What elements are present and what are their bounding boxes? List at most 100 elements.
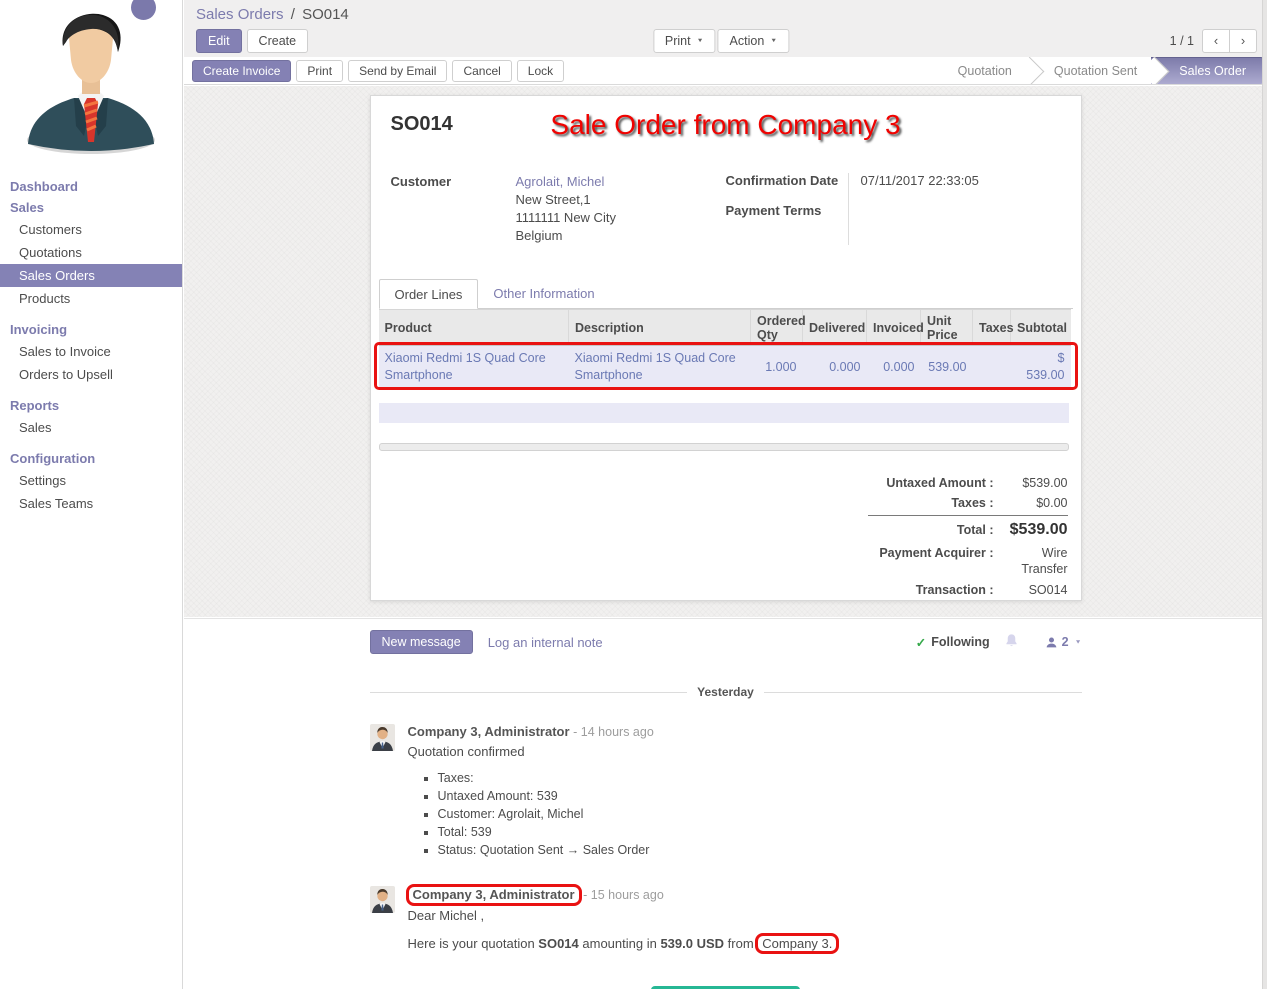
send-by-email-button[interactable]: Send by Email (348, 59, 448, 82)
print-menu-label: Print (664, 33, 691, 48)
chatter-message: Company 3, Administrator - 15 hours ago … (369, 884, 1082, 954)
customer-address-line: Belgium (515, 228, 563, 243)
tracking-item: Status: Quotation Sent → Sales Order (438, 843, 1082, 857)
print-button[interactable]: Print (296, 59, 344, 82)
sidebar-item-sales-to-invoice[interactable]: Sales to Invoice (19, 344, 111, 359)
payment-acquirer-label: Payment Acquirer : (879, 546, 994, 560)
message-body: Quotation confirmed (407, 744, 525, 759)
cell-delivered: 0.000 (802, 345, 867, 388)
sidebar-item-reports[interactable]: Reports (10, 398, 60, 413)
sale-order-sheet: SO014 Sale Order from Company 3 Customer… (369, 95, 1082, 601)
notebook-tabs: Order Lines Other Information (378, 279, 1073, 309)
sidebar-item-reports-sales[interactable]: Sales (19, 420, 52, 435)
stage-quotation-sent[interactable]: Quotation Sent (1030, 57, 1155, 84)
column-header-delivered[interactable]: Delivered (802, 309, 867, 346)
sidebar-item-sales-teams[interactable]: Sales Teams (19, 496, 94, 511)
cell-product[interactable]: Xiaomi Redmi 1S Quad Core Smartphone (378, 345, 569, 388)
column-header-unit-price[interactable]: Unit Price (920, 309, 973, 346)
horizontal-scrollbar[interactable] (378, 443, 1069, 451)
tab-other-information[interactable]: Other Information (493, 286, 595, 301)
transaction-value-link[interactable]: SO014 (1028, 583, 1068, 597)
pager-next-button[interactable]: › (1229, 28, 1257, 53)
chatter-toolbar: New message Log an internal note ✓ Follo… (369, 630, 1082, 654)
column-header-subtotal[interactable]: Subtotal (1010, 309, 1071, 346)
payment-terms-label: Payment Terms (725, 203, 822, 218)
action-menu-label: Action (729, 33, 765, 48)
sidebar-item-invoicing[interactable]: Invoicing (10, 322, 68, 337)
message-body: Here is your quotation SO014 amounting i… (407, 933, 1082, 954)
chatter-message: Company 3, Administrator - 14 hours ago … (369, 724, 1082, 861)
caret-down-icon: ▼ (696, 37, 704, 43)
following-toggle[interactable]: Following (931, 635, 990, 649)
message-greeting: Dear Michel , (407, 908, 485, 923)
sidebar-item-sales[interactable]: Sales (10, 200, 44, 215)
column-header-taxes[interactable]: Taxes (972, 309, 1014, 346)
action-menus: Print ▼ Action ▼ (652, 28, 790, 53)
create-button[interactable]: Create (246, 28, 309, 53)
status-pipeline: Quotation Quotation Sent Sales Order (934, 57, 1267, 84)
lock-button[interactable]: Lock (516, 59, 565, 82)
customer-name-link[interactable]: Agrolait, Michel (515, 174, 605, 189)
new-message-button[interactable]: New message (369, 630, 473, 654)
sidebar-menu: Dashboard Sales Customers Quotations Sal… (0, 176, 182, 515)
main-area: Sales Orders / SO014 Edit Create Print ▼… (184, 0, 1267, 989)
cell-invoiced: 0.000 (866, 345, 921, 388)
sidebar-item-quotations[interactable]: Quotations (19, 245, 82, 260)
tracking-item: Customer: Agrolait, Michel (438, 807, 1082, 821)
followers-dropdown[interactable]: 2 ▼ (1045, 635, 1082, 649)
body-text: Here is your quotation (407, 936, 539, 951)
customer-field-group: Customer Agrolait, Michel New Street,1 1… (391, 173, 726, 245)
sidebar-item-orders-to-upsell[interactable]: Orders to Upsell (19, 367, 113, 382)
view-quotation-button[interactable]: View quotation (651, 986, 800, 989)
sidebar-item-settings[interactable]: Settings (19, 473, 66, 488)
field-labels-column: Confirmation Date Payment Terms (726, 173, 848, 245)
cancel-button[interactable]: Cancel (452, 59, 512, 82)
bell-icon[interactable] (1004, 633, 1019, 651)
annotation-box-company: Company 3. (755, 933, 840, 954)
column-header-invoiced[interactable]: Invoiced (866, 309, 924, 346)
breadcrumb-current: SO014 (302, 6, 349, 23)
pager-previous-button[interactable]: ‹ (1202, 28, 1230, 53)
author-avatar (369, 724, 395, 751)
untaxed-amount-label: Untaxed Amount : (886, 476, 994, 490)
check-icon: ✓ (915, 635, 927, 650)
sidebar: Dashboard Sales Customers Quotations Sal… (0, 0, 183, 989)
order-reference: SO014 (538, 936, 579, 951)
taxes-label: Taxes : (951, 496, 994, 510)
sidebar-item-products[interactable]: Products (19, 291, 71, 306)
pager: 1 / 1 ‹ › (1169, 28, 1257, 53)
create-invoice-button[interactable]: Create Invoice (192, 59, 292, 82)
action-menu-button[interactable]: Action ▼ (717, 28, 790, 53)
sidebar-item-dashboard[interactable]: Dashboard (10, 179, 78, 194)
tracking-item: Untaxed Amount: 539 (438, 789, 1082, 803)
payment-terms-value (861, 203, 1061, 233)
transaction-label: Transaction : (915, 583, 994, 597)
confirmation-date-label: Confirmation Date (725, 173, 839, 188)
stage-sales-order[interactable]: Sales Order (1151, 57, 1264, 84)
breadcrumb-parent-link[interactable]: Sales Orders (196, 6, 284, 23)
print-menu-button[interactable]: Print ▼ (652, 28, 716, 53)
column-header-product[interactable]: Product (378, 309, 569, 346)
column-header-ordered-qty[interactable]: Ordered Qty (750, 309, 806, 346)
tracking-values-list: Taxes: Untaxed Amount: 539 Customer: Agr… (438, 771, 1082, 857)
edit-button[interactable]: Edit (196, 28, 242, 53)
tab-order-lines[interactable]: Order Lines (378, 279, 479, 309)
presence-dot (131, 0, 156, 20)
vertical-scrollbar[interactable] (1262, 0, 1267, 989)
pager-counter: 1 / 1 (1169, 33, 1194, 48)
form-view-background: SO014 Sale Order from Company 3 Customer… (184, 86, 1267, 617)
caret-down-icon: ▼ (1074, 639, 1082, 645)
log-internal-note-link[interactable]: Log an internal note (487, 634, 603, 650)
sidebar-item-customers[interactable]: Customers (19, 222, 82, 237)
email-cta-zone: View quotation (370, 986, 1082, 989)
customer-address-line: 1111111 New City (515, 210, 616, 225)
field-values-column: 07/11/2017 22:33:05 (847, 173, 1061, 245)
sidebar-item-sales-orders[interactable]: Sales Orders (0, 264, 182, 287)
column-header-description[interactable]: Description (568, 309, 751, 346)
sidebar-item-configuration[interactable]: Configuration (10, 451, 96, 466)
breadcrumb: Sales Orders / SO014 (196, 4, 1257, 25)
payment-acquirer-value: Wire Transfer (1021, 546, 1068, 576)
stage-quotation[interactable]: Quotation (934, 57, 1030, 84)
order-line-row[interactable]: Xiaomi Redmi 1S Quad Core Smartphone Xia… (378, 345, 1071, 388)
